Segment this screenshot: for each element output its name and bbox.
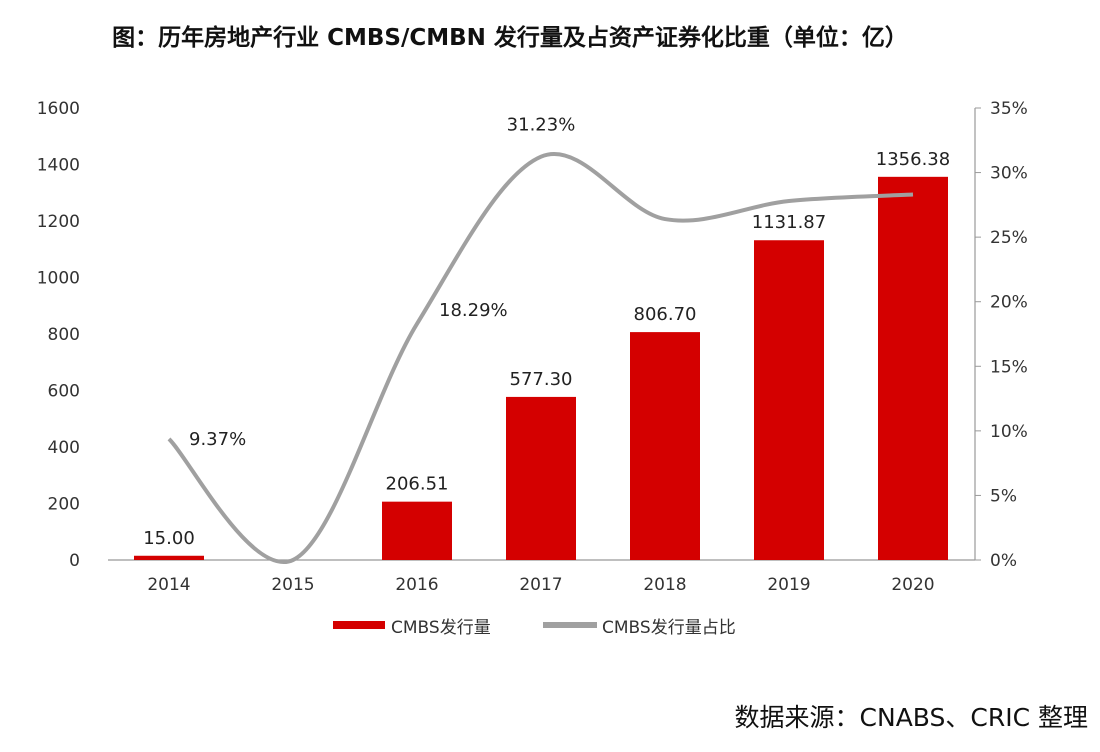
bar-data-label: 206.51 xyxy=(386,474,449,495)
right-axis-tick-label: 30% xyxy=(990,164,1028,184)
chart-title: 图：历年房地产行业 CMBS/CMBN 发行量及占资产证券化比重（单位：亿） xyxy=(112,25,908,51)
bar xyxy=(630,332,700,560)
right-axis-tick-label: 5% xyxy=(990,486,1017,506)
left-axis-tick-label: 1000 xyxy=(37,269,80,289)
left-axis-tick-label: 800 xyxy=(48,325,80,345)
legend-swatch-line xyxy=(543,622,597,628)
right-axis-tick-label: 25% xyxy=(990,228,1028,248)
bar xyxy=(506,396,576,560)
left-axis-tick-label: 200 xyxy=(48,495,80,515)
x-axis-tick-label: 2019 xyxy=(767,575,810,595)
bar xyxy=(878,176,948,561)
bar-data-label: 577.30 xyxy=(510,369,573,390)
legend-label-line: CMBS发行量占比 xyxy=(602,618,736,638)
x-axis-tick-label: 2014 xyxy=(147,575,190,595)
x-axis-tick-label: 2020 xyxy=(891,575,934,595)
bar-data-label: 806.70 xyxy=(634,304,697,325)
x-axis-tick-label: 2018 xyxy=(643,575,686,595)
right-axis-tick-label: 10% xyxy=(990,422,1028,442)
line-data-label: 31.23% xyxy=(507,115,576,136)
right-axis-tick-label: 15% xyxy=(990,357,1028,377)
legend-swatch-bar xyxy=(333,621,385,629)
x-axis-tick-label: 2016 xyxy=(395,575,438,595)
bar xyxy=(134,555,204,560)
source-note: 数据来源：CNABS、CRIC 整理 xyxy=(734,703,1088,732)
left-axis-tick-label: 0 xyxy=(69,551,80,571)
left-axis-tick-label: 1600 xyxy=(37,99,80,119)
ratio-line xyxy=(167,152,914,565)
legend-label-bar: CMBS发行量 xyxy=(391,618,491,638)
x-axis-tick-label: 2017 xyxy=(519,575,562,595)
bar xyxy=(754,240,824,561)
left-axis-tick-label: 400 xyxy=(48,438,80,458)
right-axis-tick-label: 35% xyxy=(990,99,1028,119)
right-axis-tick-label: 20% xyxy=(990,293,1028,313)
right-axis-tick-label: 0% xyxy=(990,551,1017,571)
left-axis-tick-label: 1400 xyxy=(37,156,80,176)
bar-data-label: 1131.87 xyxy=(752,212,826,233)
left-axis-tick-label: 600 xyxy=(48,382,80,402)
left-axis-tick-label: 1200 xyxy=(37,212,80,232)
x-axis-tick-label: 2015 xyxy=(271,575,314,595)
line-data-label: 9.37% xyxy=(189,429,246,450)
bar xyxy=(382,501,452,560)
line-data-label: 18.29% xyxy=(439,300,508,321)
bar-data-label: 15.00 xyxy=(143,528,195,549)
bar-data-label: 1356.38 xyxy=(876,149,950,170)
